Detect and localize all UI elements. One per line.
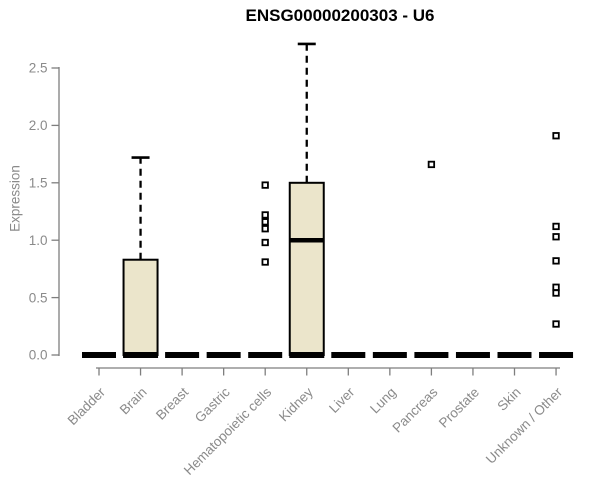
outlier-point bbox=[552, 320, 560, 328]
outlier-point bbox=[552, 257, 560, 265]
collapsed-box-bar bbox=[497, 352, 532, 358]
collapsed-box-bar bbox=[455, 352, 490, 358]
outlier-point bbox=[261, 181, 269, 189]
box bbox=[288, 181, 325, 356]
y-tick-label: 0.5 bbox=[29, 290, 48, 305]
collapsed-box-bar bbox=[539, 352, 574, 358]
outlier-point bbox=[552, 222, 560, 231]
category-label: Bladder bbox=[65, 384, 109, 428]
collapsed-box-bar bbox=[331, 352, 366, 358]
category-label: Pancreas bbox=[390, 384, 441, 435]
category-label: Prostate bbox=[436, 385, 482, 431]
category-label: Lung bbox=[367, 385, 399, 417]
y-tick-label: 2.0 bbox=[29, 118, 48, 133]
outlier-point bbox=[261, 211, 269, 219]
collapsed-box-bar bbox=[372, 352, 407, 358]
box-lower-staple bbox=[123, 352, 159, 358]
outlier-point bbox=[261, 218, 269, 226]
outlier-point bbox=[552, 289, 560, 297]
category-label: Gastric bbox=[192, 384, 233, 425]
chart-title: ENSG00000200303 - U6 bbox=[245, 6, 435, 25]
category-label: Liver bbox=[326, 384, 358, 416]
y-tick-label: 1.0 bbox=[29, 233, 48, 248]
outlier-point bbox=[552, 132, 560, 140]
category-label: Skin bbox=[494, 385, 523, 414]
outlier-point bbox=[427, 160, 436, 169]
category-label: Unknown / Other bbox=[483, 384, 566, 467]
y-tick-label: 0.0 bbox=[29, 348, 48, 363]
box-lower-staple bbox=[289, 352, 325, 358]
collapsed-box-bar bbox=[248, 352, 283, 358]
outlier-point bbox=[552, 283, 560, 291]
category-label: Breast bbox=[153, 384, 191, 422]
collapsed-box-bar bbox=[82, 352, 116, 358]
category-label: Kidney bbox=[276, 384, 316, 424]
category-label: Brain bbox=[117, 385, 150, 418]
collapsed-box-bar bbox=[206, 352, 241, 358]
outlier-point bbox=[552, 233, 560, 241]
y-tick-label: 2.5 bbox=[29, 61, 48, 76]
y-tick-label: 1.5 bbox=[29, 176, 48, 191]
outlier-point bbox=[261, 258, 269, 266]
outlier-point bbox=[261, 225, 269, 233]
collapsed-box-bar bbox=[414, 352, 449, 358]
collapsed-box-bar bbox=[165, 352, 200, 358]
box bbox=[122, 258, 159, 356]
outlier-point bbox=[261, 238, 269, 247]
